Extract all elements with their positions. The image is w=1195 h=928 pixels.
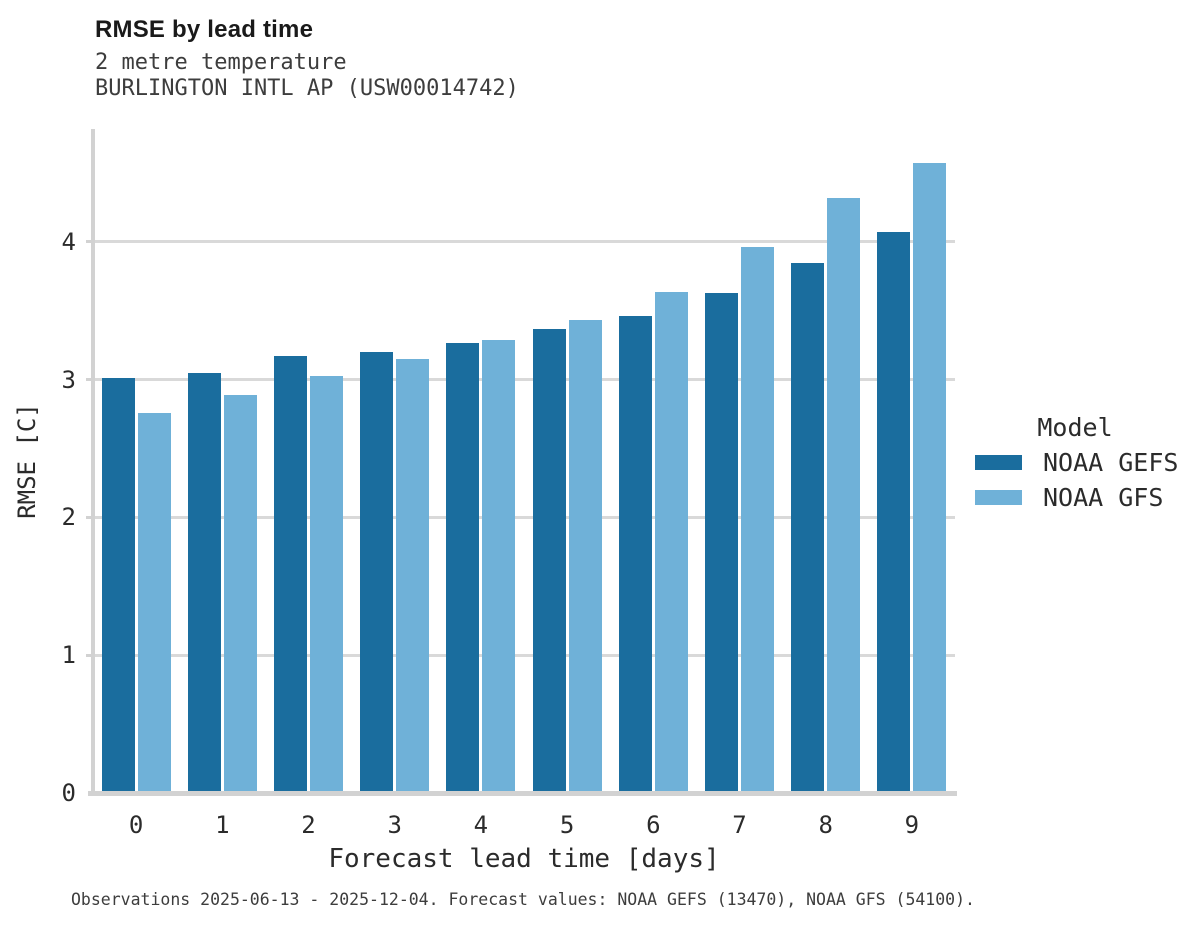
chart-subtitle-variable: 2 metre temperature <box>95 50 347 75</box>
legend-swatch-noaa-gefs <box>975 455 1022 470</box>
chart-title: RMSE by lead time <box>95 16 314 43</box>
y-tick-label-0: 0 <box>61 779 76 807</box>
gridline-y-4 <box>93 240 955 244</box>
bar-noaa-gfs-lead-0 <box>137 412 171 793</box>
bar-noaa-gefs-lead-7 <box>705 292 738 793</box>
x-tick-label-0: 0 <box>128 811 144 839</box>
y-axis-title: RMSE [C] <box>13 403 41 519</box>
y-tickmark-3 <box>86 378 93 382</box>
legend-title: Model <box>1037 413 1113 442</box>
bar-noaa-gfs-lead-7 <box>741 247 774 793</box>
y-tick-label-2: 2 <box>61 503 76 532</box>
bar-noaa-gefs-lead-8 <box>791 262 825 793</box>
x-tick-label-2: 2 <box>301 811 316 839</box>
bar-noaa-gfs-lead-6 <box>654 291 688 793</box>
bar-noaa-gfs-lead-5 <box>568 320 602 793</box>
bar-noaa-gefs-lead-0 <box>101 378 135 793</box>
legend-item-noaa-gefs: NOAA GEFS <box>975 445 1179 480</box>
y-tickmark-4 <box>86 240 93 244</box>
x-tick-label-4: 4 <box>473 811 489 839</box>
plot-area <box>93 129 955 793</box>
bar-noaa-gefs-lead-5 <box>532 328 566 793</box>
y-axis-line <box>91 129 95 795</box>
legend: Model NOAA GEFS NOAA GFS <box>975 413 1179 515</box>
gridline-y-3 <box>93 378 955 382</box>
y-tickmark-2 <box>86 515 93 519</box>
x-tick-label-8: 8 <box>818 811 833 839</box>
y-tick-label-1: 1 <box>61 641 76 670</box>
y-tickmark-1 <box>86 653 93 657</box>
x-axis-line <box>88 791 957 796</box>
bar-noaa-gfs-lead-3 <box>396 359 430 793</box>
bar-noaa-gfs-lead-2 <box>310 375 343 793</box>
bar-noaa-gefs-lead-1 <box>187 372 221 793</box>
x-tick-label-6: 6 <box>646 811 661 839</box>
gridline-y-2 <box>93 515 955 519</box>
legend-label-noaa-gfs: NOAA GFS <box>1043 483 1164 512</box>
legend-item-noaa-gfs: NOAA GFS <box>975 480 1175 515</box>
legend-label-noaa-gefs: NOAA GEFS <box>1043 448 1179 477</box>
bar-noaa-gfs-lead-4 <box>482 339 516 793</box>
bar-noaa-gefs-lead-4 <box>446 342 480 793</box>
bar-noaa-gfs-lead-8 <box>827 197 861 793</box>
y-tick-label-4: 4 <box>61 227 76 256</box>
chart-subtitle-station: BURLINGTON INTL AP (USW00014742) <box>95 76 519 101</box>
bar-noaa-gefs-lead-2 <box>274 356 307 793</box>
x-axis-title: Forecast lead time [days] <box>328 844 720 874</box>
x-tick-label-1: 1 <box>215 811 230 839</box>
bar-noaa-gfs-lead-9 <box>913 163 947 793</box>
x-tick-label-7: 7 <box>732 811 747 839</box>
gridline-y-1 <box>93 653 955 657</box>
bar-noaa-gefs-lead-9 <box>877 232 911 793</box>
footer-caption: Observations 2025-06-13 - 2025-12-04. Fo… <box>71 890 975 909</box>
legend-swatch-noaa-gfs <box>975 490 1022 505</box>
legend-items: NOAA GEFS NOAA GFS <box>975 445 1179 515</box>
bar-noaa-gfs-lead-1 <box>223 394 257 793</box>
y-tick-label-3: 3 <box>61 365 76 394</box>
x-tick-label-3: 3 <box>387 811 402 839</box>
bar-noaa-gefs-lead-3 <box>360 352 394 793</box>
bar-noaa-gefs-lead-6 <box>618 316 652 793</box>
chart-subtitle: 2 metre temperature BURLINGTON INTL AP (… <box>95 50 519 102</box>
x-tick-label-5: 5 <box>559 811 575 839</box>
x-tick-label-9: 9 <box>904 811 920 839</box>
